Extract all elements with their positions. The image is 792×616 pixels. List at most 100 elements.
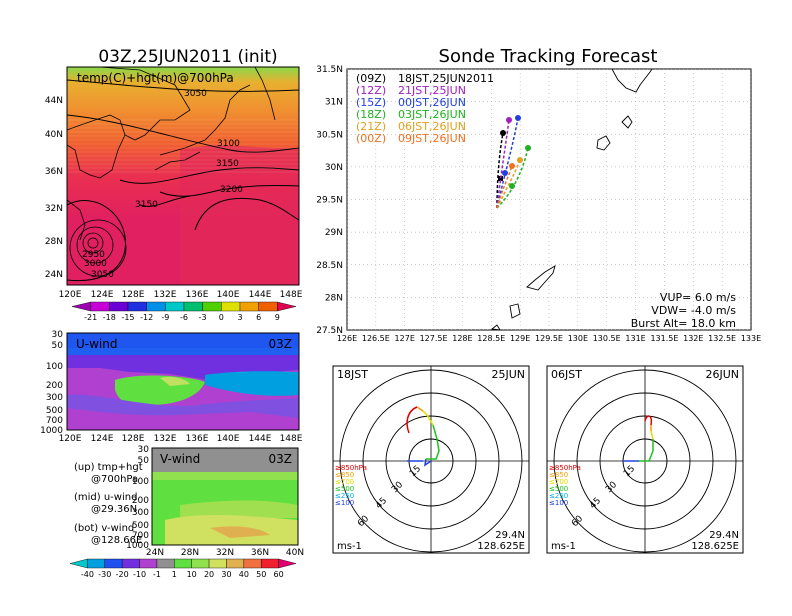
lon-tick-label: 128E <box>122 434 145 444</box>
lat-tick-label: 40N <box>45 130 63 140</box>
hodograph-lat: 29.4N <box>709 530 739 541</box>
hodograph-trace-surface <box>406 406 418 434</box>
hodograph-time: 06JST <box>551 368 582 381</box>
colorbar-swatch <box>139 558 158 569</box>
lon-tick-label: 128E <box>452 334 472 343</box>
uwind-band <box>67 333 299 348</box>
temp-map-lat-ticks: 44N 40N 36N 32N 28N 24N <box>45 96 63 280</box>
pressure-tick-label: 700 <box>46 416 63 426</box>
pressure-tick-label: 300 <box>132 508 149 518</box>
colorbar-swatch <box>277 301 297 312</box>
colorbar-tick-label: 40 <box>239 570 249 579</box>
lat-tick-label: 24N <box>45 270 63 280</box>
colorbar-swatch <box>202 301 222 312</box>
island-outline <box>621 115 633 129</box>
pressure-tick-label: 1000 <box>40 426 63 436</box>
lon-tick-label: 132E <box>683 334 703 343</box>
sonde-tracks <box>496 115 531 209</box>
hodograph-date: 26JUN <box>705 368 739 381</box>
lat-tick-label: 31N <box>325 98 343 108</box>
hodograph-time: 18JST <box>337 368 368 381</box>
temp-map-label: temp(C)+hgt(m)@700hPa <box>77 71 234 85</box>
lon-tick-label: 130E <box>568 334 588 343</box>
colorbar-tick-label: -18 <box>103 313 116 322</box>
track-15z-burst <box>515 115 521 121</box>
colorbar-swatch <box>226 558 245 569</box>
track-lat-ticks: 31.5N 31N 30.5N 30N 29.5N 29N 28.5N 28N 27.5N <box>316 65 343 336</box>
pressure-tick-label: 30 <box>138 445 150 455</box>
track-15z <box>496 117 519 209</box>
colorbar-swatch <box>104 558 123 569</box>
note-line: @29.36N <box>91 504 137 515</box>
lon-tick-label: 132E <box>154 434 177 444</box>
colorbar-tick-label: -21 <box>84 313 97 322</box>
lon-tick-label: 129E <box>510 334 530 343</box>
hodograph-trace-850 <box>416 406 424 412</box>
colorbar-swatch <box>258 301 278 312</box>
launch-code: (21Z) <box>356 120 386 133</box>
colorbar-tick-label: 1 <box>172 570 177 579</box>
hodograph-trace-700 <box>422 410 434 426</box>
colorbar-swatch <box>71 301 91 312</box>
pressure-tick-label: 500 <box>46 406 63 416</box>
colorbar-swatch <box>243 558 262 569</box>
level-legend-label: ≥850hPa <box>335 464 367 472</box>
launch-code: (00Z) <box>356 132 386 145</box>
colorbar-tick-label: 50 <box>256 570 266 579</box>
hodograph-trace-500 <box>639 439 654 462</box>
launch-code: (18Z) <box>356 108 386 121</box>
colorbar-tick-label: -10 <box>133 570 146 579</box>
launch-code: (12Z) <box>356 84 386 97</box>
note-line: (mid) u-wind <box>74 492 137 503</box>
hodograph-trace-700 <box>650 430 654 440</box>
colorbar-swatch <box>90 301 110 312</box>
lon-tick-label: 128E <box>122 290 145 300</box>
level-legend-label: ≤250 <box>335 492 354 500</box>
temp-map: temp(C)+hgt(m)@700hPa 3050 3100 3150 320… <box>45 66 303 300</box>
hodograph-trace-100 <box>423 458 432 467</box>
colorbar-swatch <box>174 558 192 569</box>
lat-tick-label: 30.5N <box>316 130 343 140</box>
left-panel-title: 03Z,25JUN2011 (init) <box>98 47 277 67</box>
hodograph-lon: 128.625E <box>477 541 525 552</box>
contour-label: 2950 <box>82 250 105 260</box>
lon-tick-label: 127.5E <box>420 334 448 343</box>
level-legend-label: ≤850 <box>335 471 354 479</box>
uwind-band <box>160 376 190 386</box>
lon-tick-label: 144E <box>249 434 272 444</box>
track-12z-burst <box>506 117 512 123</box>
lon-tick-label: 126E <box>337 334 357 343</box>
param-line: Burst Alt= 18.0 km <box>631 317 736 330</box>
level-legend-label: ≤700 <box>335 478 354 486</box>
colorbar-swatch <box>156 558 175 569</box>
lat-tick-label: 27.5N <box>316 326 343 336</box>
pressure-tick-label: 200 <box>132 496 149 506</box>
launch-time-label: 03JST,26JUN <box>398 108 466 121</box>
hodograph-lat: 29.4N <box>495 530 525 541</box>
pressure-tick-label: 30 <box>52 330 64 340</box>
colorbar-tick-label: 30 <box>221 570 231 579</box>
vwind-band <box>152 472 298 480</box>
level-legend-label: ≤850 <box>549 471 568 479</box>
vwind-band <box>152 448 298 472</box>
level-legend-label: ≥850hPa <box>549 464 581 472</box>
lon-tick-label: 148E <box>280 290 303 300</box>
colorbar-swatch <box>127 301 147 312</box>
launch-code: (09Z) <box>356 72 386 85</box>
lon-tick-label: 136E <box>186 434 209 444</box>
lon-tick-label: 129.5E <box>535 334 563 343</box>
lon-tick-label: 132.5E <box>708 334 736 343</box>
colorbar-tick-label: -6 <box>180 313 188 322</box>
lon-tick-label: 140E <box>217 290 240 300</box>
vwind-band <box>180 500 298 518</box>
wind-colorbar: -40 -30 -20 -10 -1 1 10 20 30 40 50 60 <box>69 558 297 579</box>
colorbar-swatch <box>221 301 241 312</box>
hodograph-date: 25JUN <box>491 368 525 381</box>
colorbar-tick-label: 6 <box>256 313 261 322</box>
colorbar-tick-label: 9 <box>275 313 280 322</box>
hodograph-unit: ms-1 <box>551 541 576 552</box>
colorbar-tick-label: 3 <box>237 313 242 322</box>
